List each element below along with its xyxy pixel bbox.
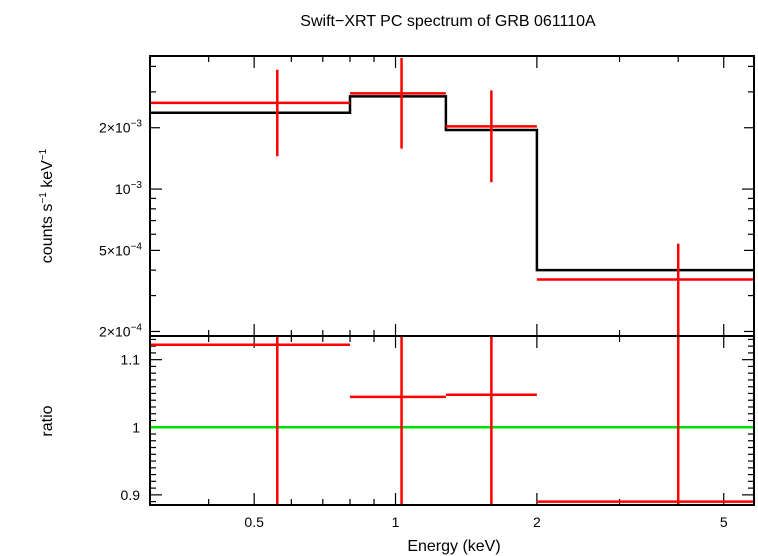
top-y-axis-label-sup2: −1 <box>38 148 49 160</box>
bottom-y-axis-label: ratio <box>39 405 56 436</box>
x-tick-label: 5 <box>720 514 728 530</box>
spectrum-y-tick-label-base: 2×10 <box>99 120 131 136</box>
top-y-axis-label-main: counts s <box>39 204 56 264</box>
x-tick-label: 0.5 <box>244 514 264 530</box>
x-tick-label: 2 <box>533 514 541 530</box>
spectrum-y-tick-label: 10−3 <box>115 180 142 197</box>
spectrum-panel: 2×10−45×10−410−32×10−3 <box>99 55 755 339</box>
spectrum-y-tick-label-base: 2×10 <box>99 323 131 339</box>
spectrum-y-tick-label-base: 10 <box>115 181 131 197</box>
chart-title: Swift−XRT PC spectrum of GRB 061110A <box>300 13 596 30</box>
spectrum-y-tick-label: 5×10−4 <box>99 241 142 258</box>
top-y-axis-label: counts s−1 keV−1 <box>38 148 56 263</box>
ratio-frame <box>149 335 755 506</box>
spectrum-y-tick-label-base: 5×10 <box>99 242 131 258</box>
spectrum-y-tick-label-exp: −4 <box>131 241 143 252</box>
spectrum-y-tick-label: 2×10−4 <box>99 322 142 339</box>
top-y-axis-label-sup1: −1 <box>38 192 49 204</box>
ratio-y-tick-label: 0.9 <box>121 487 141 503</box>
spectrum-y-tick-label-exp: −3 <box>131 180 143 191</box>
top-y-axis-label-mid: keV <box>39 160 56 192</box>
spectrum-y-tick-label-exp: −3 <box>131 119 143 130</box>
spectrum-frame <box>149 55 755 337</box>
ratio-y-tick-label: 1.1 <box>121 352 141 368</box>
ratio-panel: 0.9 1 1.1 0.5 1 2 5 <box>121 335 755 530</box>
model-step-line <box>150 95 754 272</box>
spectrum-y-tick-label: 2×10−3 <box>99 119 142 136</box>
ratio-y-tick-label: 1 <box>132 419 140 435</box>
x-tick-label: 1 <box>392 514 400 530</box>
spectrum-y-tick-label-exp: −4 <box>131 322 143 333</box>
x-axis-label: Energy (keV) <box>407 538 500 555</box>
